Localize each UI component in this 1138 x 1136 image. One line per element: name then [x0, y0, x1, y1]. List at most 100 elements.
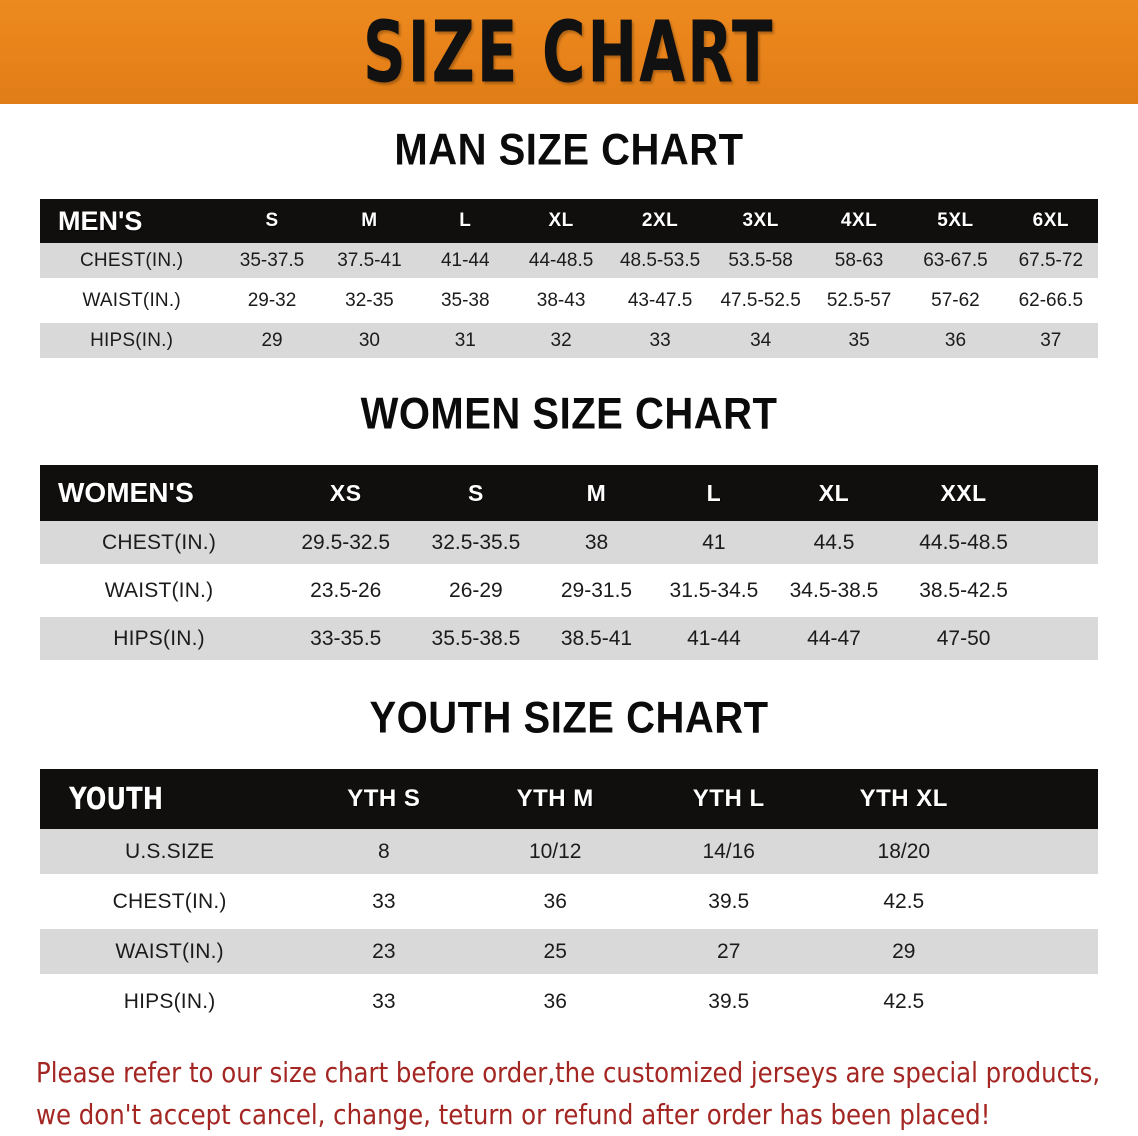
- man-size-table-wrapper: MEN'S S M L XL 2XL 3XL 4XL 5XL 6XL CHEST…: [40, 199, 1098, 358]
- row-spacer: [40, 564, 1098, 569]
- page-title: SIZE CHART: [363, 2, 775, 102]
- table-cell: 38: [538, 521, 655, 564]
- table-cell: 42.5: [815, 979, 993, 1024]
- women-row-label: CHEST(IN.): [40, 521, 279, 564]
- man-row-label: CHEST(IN.): [40, 243, 224, 278]
- table-cell: 27: [641, 929, 816, 974]
- table-cell: 63-67.5: [907, 243, 1004, 278]
- table-cell-filler: [1032, 569, 1098, 612]
- table-cell: 44.5-48.5: [894, 521, 1033, 564]
- table-cell: 44-48.5: [512, 243, 610, 278]
- man-col-header: 5XL: [937, 210, 974, 231]
- youth-header-filler: [992, 769, 1098, 829]
- youth-row-label: CHEST(IN.): [40, 879, 300, 924]
- table-cell: 37.5-41: [320, 243, 419, 278]
- table-row: WAIST(IN.) 29-32 32-35 35-38 38-43 43-47…: [40, 283, 1098, 318]
- table-cell: 31: [418, 323, 513, 358]
- table-row: HIPS(IN.) 33 36 39.5 42.5: [40, 979, 1098, 1024]
- table-cell: 41-44: [418, 243, 513, 278]
- women-header-filler: [1032, 465, 1098, 521]
- disclaimer-note: Please refer to our size chart before or…: [36, 1052, 1101, 1136]
- man-col-header: 2XL: [641, 210, 679, 231]
- table-cell: 44.5: [773, 521, 895, 564]
- table-cell: 32: [512, 323, 610, 358]
- table-cell: 43-47.5: [609, 283, 711, 318]
- table-cell: 35-38: [418, 283, 513, 318]
- table-cell: 57-62: [907, 283, 1004, 318]
- youth-table-header-row: YOUTH YTH S YTH M YTH L YTH XL: [40, 769, 1098, 829]
- women-col-header: XS: [329, 479, 362, 506]
- table-cell: 29: [223, 323, 321, 358]
- table-cell: 32-35: [320, 283, 419, 318]
- table-cell: 47.5-52.5: [710, 283, 811, 318]
- table-cell: 36: [468, 879, 642, 924]
- disclaimer-line-2: we don't accept cancel, change, teturn o…: [36, 1098, 991, 1131]
- table-cell: 14/16: [641, 829, 816, 874]
- women-section-title: WOMEN SIZE CHART: [360, 389, 778, 439]
- table-cell: 26-29: [413, 569, 539, 612]
- table-cell: 48.5-53.5: [609, 243, 711, 278]
- row-spacer: [40, 612, 1098, 617]
- row-spacer: [40, 278, 1098, 283]
- table-cell-filler: [992, 979, 1098, 1024]
- table-cell: 35-37.5: [223, 243, 321, 278]
- table-row: WAIST(IN.) 23.5-26 26-29 29-31.5 31.5-34…: [40, 569, 1098, 612]
- table-cell: 36: [468, 979, 642, 1024]
- table-cell: 42.5: [815, 879, 993, 924]
- table-cell: 62-66.5: [1003, 283, 1098, 318]
- table-row: WAIST(IN.) 23 25 27 29: [40, 929, 1098, 974]
- table-cell: 47-50: [894, 617, 1033, 660]
- table-cell: 10/12: [468, 829, 642, 874]
- table-cell-filler: [992, 879, 1098, 924]
- table-cell: 23: [299, 929, 469, 974]
- youth-section-title: YOUTH SIZE CHART: [369, 693, 769, 743]
- man-col-header: S: [265, 210, 279, 231]
- man-col-header: 6XL: [1032, 210, 1069, 231]
- table-cell: 39.5: [641, 979, 816, 1024]
- man-col-header: L: [459, 210, 472, 231]
- table-row: CHEST(IN.) 35-37.5 37.5-41 41-44 44-48.5…: [40, 243, 1098, 278]
- disclaimer-line-1: Please refer to our size chart before or…: [36, 1056, 1101, 1089]
- man-size-table: MEN'S S M L XL 2XL 3XL 4XL 5XL 6XL CHEST…: [40, 199, 1098, 358]
- women-row-label: WAIST(IN.): [40, 569, 279, 612]
- youth-col-header: YTH M: [516, 785, 594, 812]
- table-cell: 31.5-34.5: [654, 569, 774, 612]
- table-row: CHEST(IN.) 33 36 39.5 42.5: [40, 879, 1098, 924]
- table-cell: 33: [299, 979, 469, 1024]
- table-cell: 8: [299, 829, 469, 874]
- table-row: CHEST(IN.) 29.5-32.5 32.5-35.5 38 41 44.…: [40, 521, 1098, 564]
- table-cell: 37: [1003, 323, 1098, 358]
- table-cell: 52.5-57: [810, 283, 908, 318]
- youth-col-header: YTH XL: [859, 785, 948, 812]
- table-cell: 29: [815, 929, 993, 974]
- table-cell: 33: [609, 323, 711, 358]
- table-cell: 36: [907, 323, 1004, 358]
- man-row-label: HIPS(IN.): [40, 323, 224, 358]
- table-cell: 53.5-58: [710, 243, 811, 278]
- man-row-label: WAIST(IN.): [40, 283, 224, 318]
- women-col-header: M: [586, 479, 607, 506]
- table-cell-filler: [1032, 521, 1098, 564]
- table-cell: 29.5-32.5: [278, 521, 414, 564]
- page-banner: SIZE CHART: [0, 0, 1138, 104]
- row-spacer: [40, 874, 1098, 879]
- table-row: U.S.SIZE 8 10/12 14/16 18/20: [40, 829, 1098, 874]
- table-cell: 41-44: [654, 617, 774, 660]
- youth-col-header: YTH L: [692, 785, 765, 812]
- women-row-label: HIPS(IN.): [40, 617, 279, 660]
- women-size-table: WOMEN'S XS S M L XL XXL CHEST(IN.) 29.5-…: [40, 465, 1098, 660]
- table-cell: 33-35.5: [278, 617, 414, 660]
- table-cell: 18/20: [815, 829, 993, 874]
- women-col-header: S: [467, 479, 484, 506]
- women-corner-label: WOMEN'S: [58, 477, 194, 508]
- youth-row-label: WAIST(IN.): [40, 929, 300, 974]
- row-spacer: [40, 318, 1098, 323]
- man-table-header-row: MEN'S S M L XL 2XL 3XL 4XL 5XL 6XL: [40, 199, 1098, 243]
- row-spacer: [40, 924, 1098, 929]
- man-col-header: 3XL: [742, 210, 779, 231]
- table-cell: 30: [320, 323, 419, 358]
- table-cell: 39.5: [641, 879, 816, 924]
- table-cell: 38-43: [512, 283, 610, 318]
- man-section-title: MAN SIZE CHART: [394, 125, 744, 175]
- youth-size-table: YOUTH YTH S YTH M YTH L YTH XL U.S.SIZE …: [40, 769, 1098, 1024]
